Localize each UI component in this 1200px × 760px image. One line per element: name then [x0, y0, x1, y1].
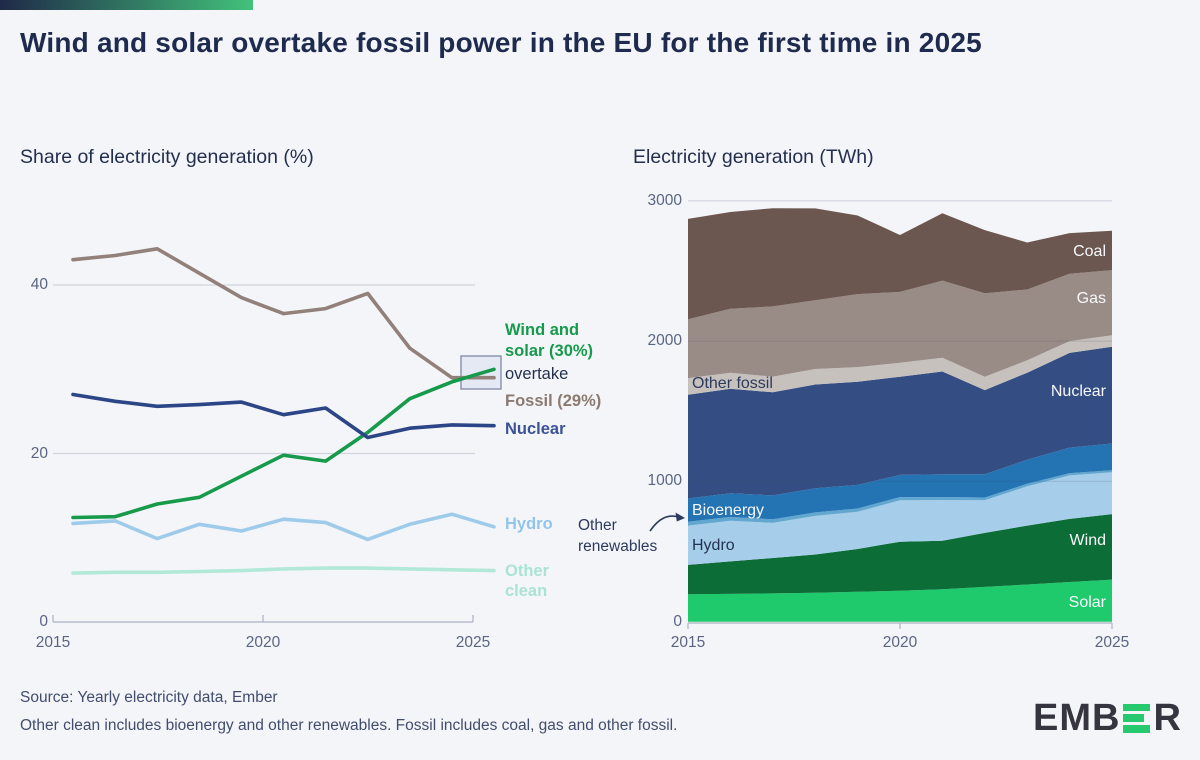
- line-nuclear: [71, 392, 496, 440]
- left-chart-title: Share of electricity generation (%): [20, 146, 314, 168]
- label-wind-area: Wind: [1069, 532, 1106, 549]
- right-xtick-2020: 2020: [882, 634, 918, 651]
- area-other-renewables: [688, 470, 1112, 526]
- right-ytick-1000: 1000: [647, 472, 682, 489]
- line-wind-and-solar: [71, 367, 496, 520]
- left-ytick-40: 40: [30, 276, 48, 293]
- line-fossil: [71, 247, 496, 380]
- label-nuclear-area: Nuclear: [1050, 383, 1106, 400]
- area-wind: [688, 514, 1112, 595]
- area-hydro: [688, 472, 1112, 565]
- label-other-renewables: Other renewables: [578, 517, 658, 555]
- left-ytick-0: 0: [39, 613, 48, 630]
- area-coal: [688, 208, 1112, 320]
- brand-gradient-bar: [0, 0, 253, 10]
- right-xtick-2015: 2015: [670, 634, 706, 651]
- area-other-fossil: [688, 335, 1112, 395]
- left-xtick-2015: 2015: [35, 634, 71, 651]
- ember-logo: EMB R: [1033, 699, 1182, 737]
- overtake-highlight-box: [460, 355, 502, 390]
- label-bioenergy: Bioenergy: [692, 502, 765, 519]
- line-other-clean: [71, 566, 496, 575]
- left-ytick-20: 20: [30, 445, 48, 462]
- label-solar-area: Solar: [1068, 594, 1106, 611]
- annotation-overtake: overtake: [505, 365, 569, 383]
- annotation-wind-solar: Wind and solar (30%): [505, 321, 594, 360]
- label-hydro-area: Hydro: [692, 537, 735, 554]
- right-ytick-0: 0: [673, 613, 682, 630]
- footer-source: Source: Yearly electricity data, Ember: [20, 689, 278, 706]
- left-xtick-2020: 2020: [245, 634, 281, 651]
- annotation-hydro: Hydro: [505, 515, 553, 533]
- area-nuclear: [688, 346, 1112, 499]
- logo-text-emb: EMB: [1033, 697, 1121, 739]
- annotation-fossil: Fossil (29%): [505, 392, 602, 410]
- other-renewables-arrowhead: [675, 512, 685, 522]
- logo-e-icon: [1123, 703, 1151, 733]
- page-title: Wind and solar overtake fossil power in …: [20, 27, 982, 58]
- label-coal: Coal: [1073, 243, 1106, 260]
- right-xtick-2025: 2025: [1094, 634, 1130, 651]
- right-ytick-3000: 3000: [647, 192, 682, 209]
- label-other-fossil: Other fossil: [692, 375, 773, 392]
- right-ytick-2000: 2000: [647, 332, 682, 349]
- area-gas: [688, 270, 1112, 379]
- annotation-other-clean: Other clean: [505, 562, 550, 600]
- logo-text-r: R: [1153, 697, 1182, 739]
- right-chart-title: Electricity generation (TWh): [633, 146, 874, 168]
- line-hydro: [71, 512, 496, 542]
- left-xtick-2025: 2025: [455, 634, 491, 651]
- annotation-nuclear: Nuclear: [505, 420, 566, 438]
- area-bioenergy: [688, 443, 1112, 522]
- footer-note: Other clean includes bioenergy and other…: [20, 717, 678, 734]
- label-gas: Gas: [1076, 290, 1106, 307]
- area-solar: [688, 579, 1112, 622]
